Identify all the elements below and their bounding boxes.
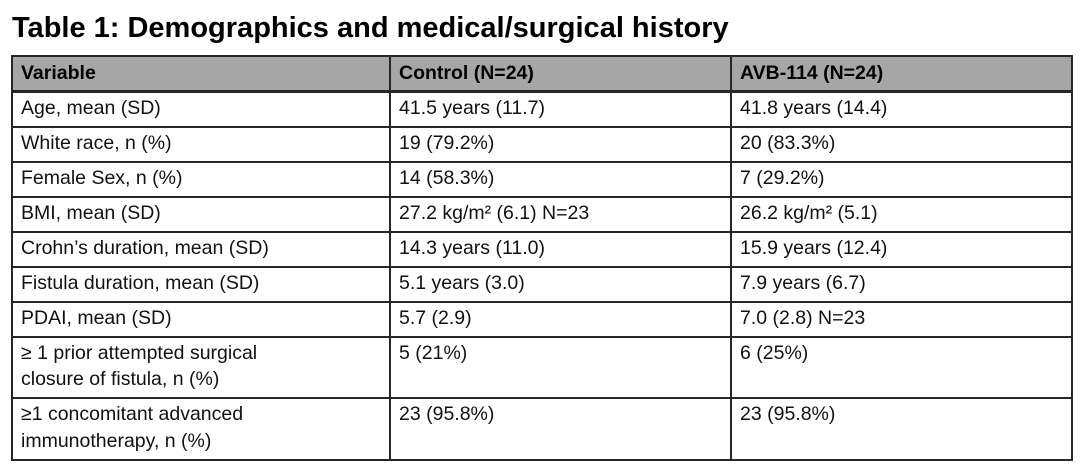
table-row: ≥1 concomitant advanced immunotherapy, n…	[11, 397, 1073, 462]
control-value-cell: 23 (95.8%)	[389, 397, 732, 462]
variable-cell: BMI, mean (SD)	[11, 195, 391, 233]
table-row: BMI, mean (SD) 27.2 kg/m² (6.1) N=23 26.2 …	[11, 195, 1073, 233]
table-row: PDAI, mean (SD) 5.7 (2.9) 7.0 (2.8) N=23	[11, 300, 1073, 338]
page-root: Table 1: Demographics and medical/surgic…	[11, 12, 1073, 462]
control-value-cell: 14.3 years (11.0)	[389, 230, 732, 268]
avb114-value-cell: 15.9 years (12.4)	[730, 230, 1073, 268]
avb114-value-cell: 41.8 years (14.4)	[730, 90, 1073, 129]
control-value-cell: 5.7 (2.9)	[389, 300, 732, 338]
control-value-cell: 14 (58.3%)	[389, 160, 732, 198]
variable-cell: Female Sex, n (%)	[11, 160, 391, 198]
avb114-value-cell: 7.0 (2.8) N=23	[730, 300, 1073, 338]
control-value-cell: 5 (21%)	[389, 335, 732, 400]
variable-cell: Crohn’s duration, mean (SD)	[11, 230, 391, 268]
variable-cell: ≥ 1 prior attempted surgical closure of …	[11, 335, 391, 400]
variable-cell: Fistula duration, mean (SD)	[11, 265, 391, 303]
avb114-value-cell: 20 (83.3%)	[730, 126, 1073, 163]
table-row: Fistula duration, mean (SD) 5.1 years (3.…	[11, 265, 1073, 303]
column-header-avb114: AVB-114 (N=24)	[730, 55, 1073, 94]
table-body: Age, mean (SD) 41.5 years (11.7) 41.8 year…	[11, 90, 1073, 462]
avb114-value-cell: 6 (25%)	[730, 335, 1073, 400]
variable-cell: Age, mean (SD)	[11, 90, 391, 129]
table-row: White race, n (%) 19 (79.2%) 20 (83.3%)	[11, 126, 1073, 163]
control-value-cell: 27.2 kg/m² (6.1) N=23	[389, 195, 732, 233]
table-row: Age, mean (SD) 41.5 years (11.7) 41.8 year…	[11, 90, 1073, 129]
column-header-variable: Variable	[11, 55, 391, 94]
control-value-cell: 5.1 years (3.0)	[389, 265, 732, 303]
page-title: Table 1: Demographics and medical/surgic…	[12, 12, 729, 44]
control-value-cell: 41.5 years (11.7)	[389, 90, 732, 129]
variable-cell: PDAI, mean (SD)	[11, 300, 391, 338]
table-row: ≥ 1 prior attempted surgical closure of …	[11, 335, 1073, 400]
avb114-value-cell: 7.9 years (6.7)	[730, 265, 1073, 303]
demographics-table: Variable Control (N=24) AVB-114 (N=24) A…	[11, 55, 1073, 462]
table-row: Crohn’s duration, mean (SD) 14.3 years (1…	[11, 230, 1073, 268]
variable-cell: ≥1 concomitant advanced immunotherapy, n…	[11, 397, 391, 462]
table-row: Female Sex, n (%) 14 (58.3%) 7 (29.2%)	[11, 160, 1073, 198]
avb114-value-cell: 7 (29.2%)	[730, 160, 1073, 198]
avb114-value-cell: 23 (95.8%)	[730, 397, 1073, 462]
variable-cell: White race, n (%)	[11, 126, 391, 163]
table-header-row: Variable Control (N=24) AVB-114 (N=24)	[11, 55, 1073, 94]
column-header-control: Control (N=24)	[389, 55, 732, 94]
control-value-cell: 19 (79.2%)	[389, 126, 732, 163]
avb114-value-cell: 26.2 kg/m² (5.1)	[730, 195, 1073, 233]
